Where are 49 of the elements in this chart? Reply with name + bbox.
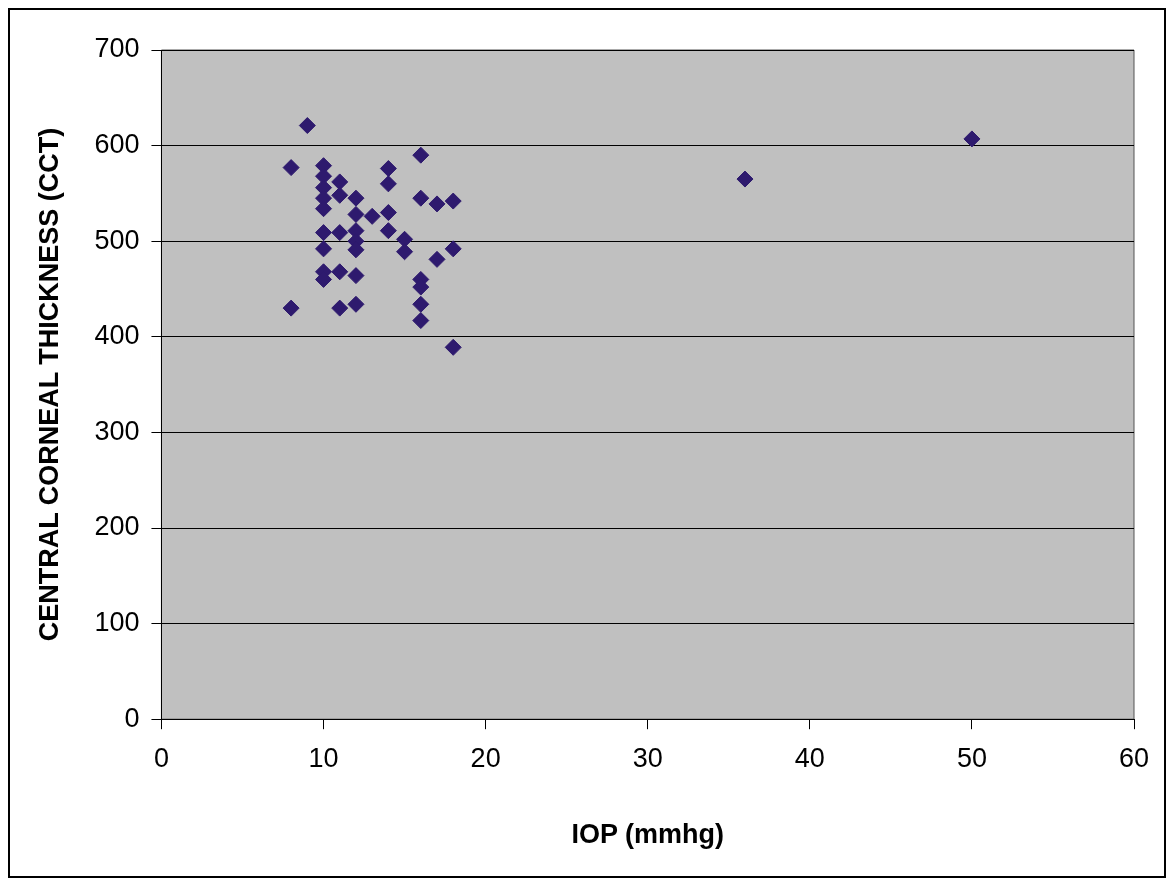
y-tick-label: 700	[94, 33, 140, 64]
point	[315, 224, 333, 242]
point	[444, 240, 462, 258]
point	[347, 295, 365, 313]
point	[412, 312, 430, 330]
y-tick-label: 0	[124, 702, 140, 733]
y-tick-label: 500	[94, 224, 140, 255]
point	[331, 299, 349, 317]
point	[736, 170, 754, 188]
x-tick-label: 0	[153, 742, 169, 773]
point	[331, 263, 349, 281]
point	[298, 117, 316, 135]
y-tick-label: 400	[94, 320, 140, 351]
x-tick-label: 10	[308, 742, 339, 773]
point	[412, 146, 430, 164]
point	[331, 224, 349, 242]
point	[379, 204, 397, 222]
y-tick-label: 200	[94, 511, 140, 542]
point	[396, 243, 414, 261]
point	[331, 173, 349, 191]
point	[412, 189, 430, 207]
point	[282, 299, 300, 317]
x-tick-label: 60	[1118, 742, 1150, 773]
point	[444, 338, 462, 356]
x-axis-title: IOP (mmhg)	[571, 819, 724, 850]
point	[363, 207, 381, 225]
point	[396, 230, 414, 248]
x-tick-label: 40	[794, 742, 825, 773]
point	[444, 192, 462, 210]
point	[379, 222, 397, 240]
point	[347, 189, 365, 207]
point	[347, 205, 365, 223]
x-tick-label: 30	[632, 742, 663, 773]
point	[379, 160, 397, 178]
point	[379, 175, 397, 193]
point	[282, 159, 300, 177]
point	[428, 195, 446, 213]
y-tick-label: 300	[94, 415, 140, 446]
y-tick-label: 600	[94, 129, 140, 160]
point	[412, 295, 430, 313]
point	[315, 240, 333, 258]
y-axis-title: CENTRAL CORNEAL THICKNESS (CCT)	[33, 127, 64, 642]
point	[963, 130, 981, 148]
x-tick-label: 20	[470, 742, 501, 773]
point	[331, 186, 349, 204]
y-tick-label: 100	[94, 607, 140, 638]
point	[428, 250, 446, 268]
point	[347, 267, 365, 285]
x-tick-label: 50	[956, 742, 987, 773]
